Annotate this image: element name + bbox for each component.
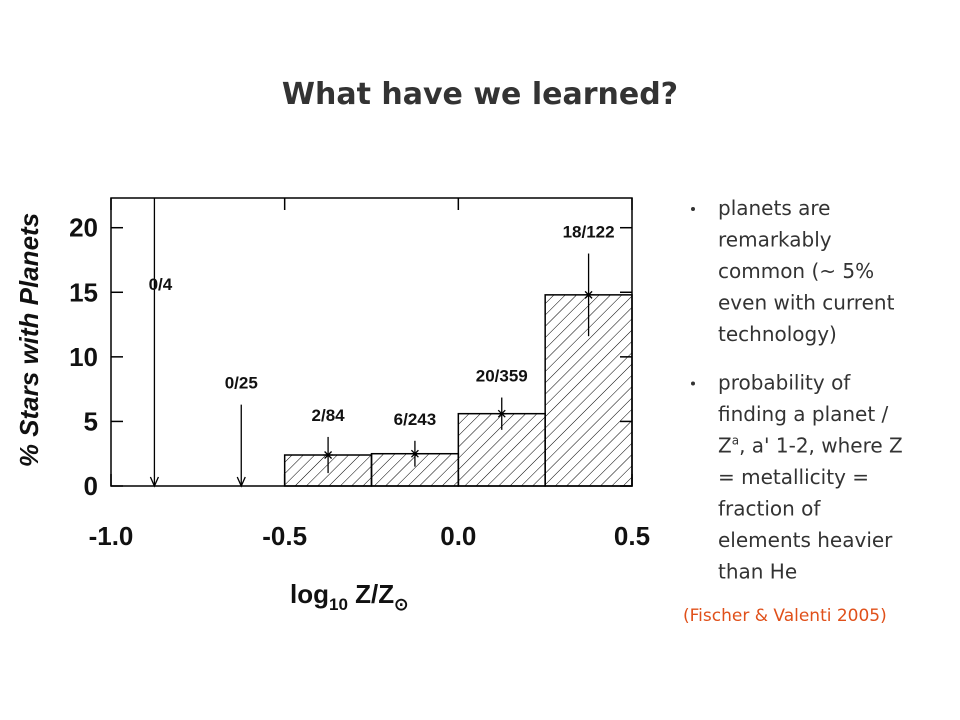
- x-label-sub2: ⊙: [394, 595, 408, 614]
- bullet-line: probability of: [718, 371, 851, 395]
- bullet-line: Za, a' 1-2, where Z: [718, 434, 903, 458]
- x-tick-label: 0.0: [440, 521, 476, 551]
- upper-limit-arrow: [149, 476, 160, 488]
- bar: [457, 412, 546, 487]
- bin-label: 0/4: [149, 275, 173, 294]
- x-tick-label: -1.0: [89, 521, 134, 551]
- citation: (Fischer & Valenti 2005): [683, 606, 887, 626]
- bullet-dot: [691, 381, 695, 386]
- y-tick-label: 15: [69, 277, 98, 307]
- y-tick-label: 10: [69, 342, 98, 372]
- bullet-text: Z: [718, 434, 732, 458]
- bullet-line: technology): [718, 322, 837, 346]
- bin-label: 18/122: [563, 223, 615, 242]
- bin-label: 0/25: [225, 374, 258, 393]
- point-marker: [496, 409, 507, 418]
- bullet-line: common (~ 5%: [718, 259, 874, 283]
- bullet-list: planets are remarkably common (~ 5% even wi…: [691, 196, 903, 584]
- bullet-text: , a' 1-2, where Z: [739, 434, 903, 458]
- x-tick-label: 0.5: [614, 521, 650, 551]
- bin-label: 20/359: [476, 367, 528, 386]
- y-tick-label: 5: [84, 406, 98, 436]
- bullet-line: fraction of: [718, 497, 821, 521]
- x-label-rest: Z/Z: [348, 579, 394, 609]
- bin-label: 6/243: [394, 410, 437, 429]
- bullet-line: remarkably: [718, 228, 832, 252]
- bullet-dot: [691, 207, 695, 211]
- slide-title: What have we learned?: [282, 77, 678, 112]
- x-tick-label: -0.5: [262, 521, 307, 551]
- bin-label: 2/84: [312, 406, 346, 425]
- bullet-line: finding a planet /: [718, 402, 889, 426]
- bullet-line: than He: [718, 560, 797, 584]
- y-tick-label: 0: [84, 471, 98, 501]
- point-marker: [583, 290, 594, 299]
- upper-limit-arrow: [236, 476, 246, 488]
- y-tick-label: 20: [69, 213, 98, 243]
- bullet-sup: a: [732, 434, 739, 448]
- x-label-sub: 10: [329, 595, 348, 614]
- bullet-line: planets are: [718, 196, 830, 220]
- x-axis-label: log10 Z/Z⊙: [290, 579, 408, 614]
- bullet-line: even with current: [718, 291, 895, 315]
- bullet-line: elements heavier: [718, 528, 893, 552]
- bullet-line: = metallicity =: [718, 465, 869, 489]
- point-marker: [409, 449, 420, 458]
- y-axis-label: % Stars with Planets: [14, 213, 44, 467]
- x-label-base: log: [290, 579, 329, 609]
- point-marker: [323, 451, 334, 459]
